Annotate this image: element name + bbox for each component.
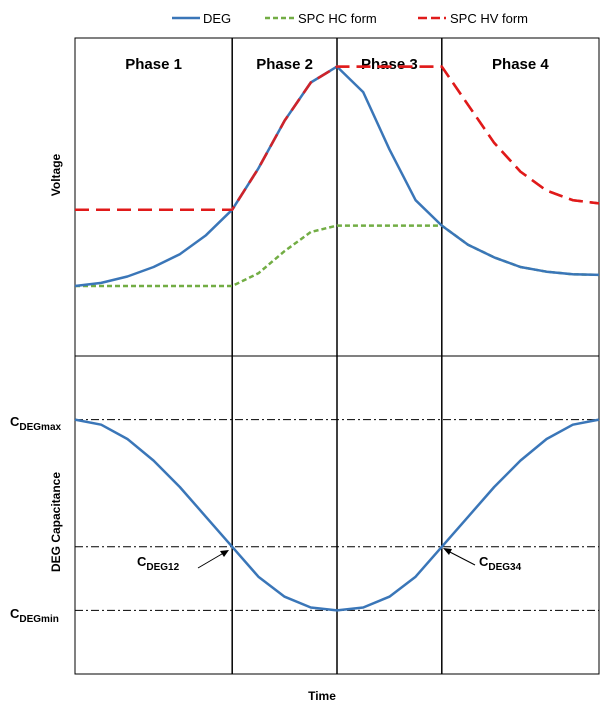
- voltage-series: [74, 65, 600, 288]
- phase-boundary-lines: [231, 38, 443, 674]
- c-deg-min-sub: DEGmin: [19, 614, 58, 625]
- c-deg12-arrowhead: [220, 550, 229, 557]
- c-deg34-main: C: [479, 554, 489, 569]
- legend-label-deg: DEG: [203, 11, 231, 26]
- voltage-axis-title: Voltage: [49, 153, 63, 196]
- c-deg-min-label: CDEGmin: [10, 606, 59, 625]
- legend-label-spc-hv: SPC HV form: [450, 11, 528, 26]
- phase-labels: Phase 1 Phase 2 Phase 3 Phase 4: [125, 56, 549, 73]
- c-deg-min-main: C: [10, 606, 20, 621]
- c-deg-max-sub: DEGmax: [19, 422, 61, 433]
- capacitance-labels: CDEGmax CDEGmin CDEG12 CDEG34: [10, 414, 522, 625]
- c-deg12-label: CDEG12: [137, 554, 180, 573]
- x-axis-title: Time: [308, 689, 336, 703]
- legend: DEG SPC HC form SPC HV form: [172, 11, 528, 26]
- legend-label-spc-hc: SPC HC form: [298, 11, 377, 26]
- phase-label-2: Phase 2: [256, 56, 313, 73]
- c-deg12-main: C: [137, 554, 147, 569]
- capacitance-series: [74, 418, 600, 612]
- c-deg34-sub: DEG34: [488, 562, 521, 573]
- c-deg12-sub: DEG12: [146, 562, 179, 573]
- c-deg34-arrow: [445, 549, 476, 566]
- c-deg34-arrowhead: [443, 548, 452, 555]
- phase-label-3: Phase 3: [361, 56, 418, 73]
- phase-label-4: Phase 4: [492, 56, 549, 73]
- capacitance-axis-title: DEG Capacitance: [49, 472, 63, 572]
- series-deg-capacitance: [74, 418, 600, 612]
- c-deg34-label: CDEG34: [479, 554, 522, 573]
- c-deg-max-label: CDEGmax: [10, 414, 62, 433]
- series-spc-hv-form-overlay: [75, 65, 600, 211]
- phase-label-1: Phase 1: [125, 56, 182, 73]
- c-deg-max-main: C: [10, 414, 20, 429]
